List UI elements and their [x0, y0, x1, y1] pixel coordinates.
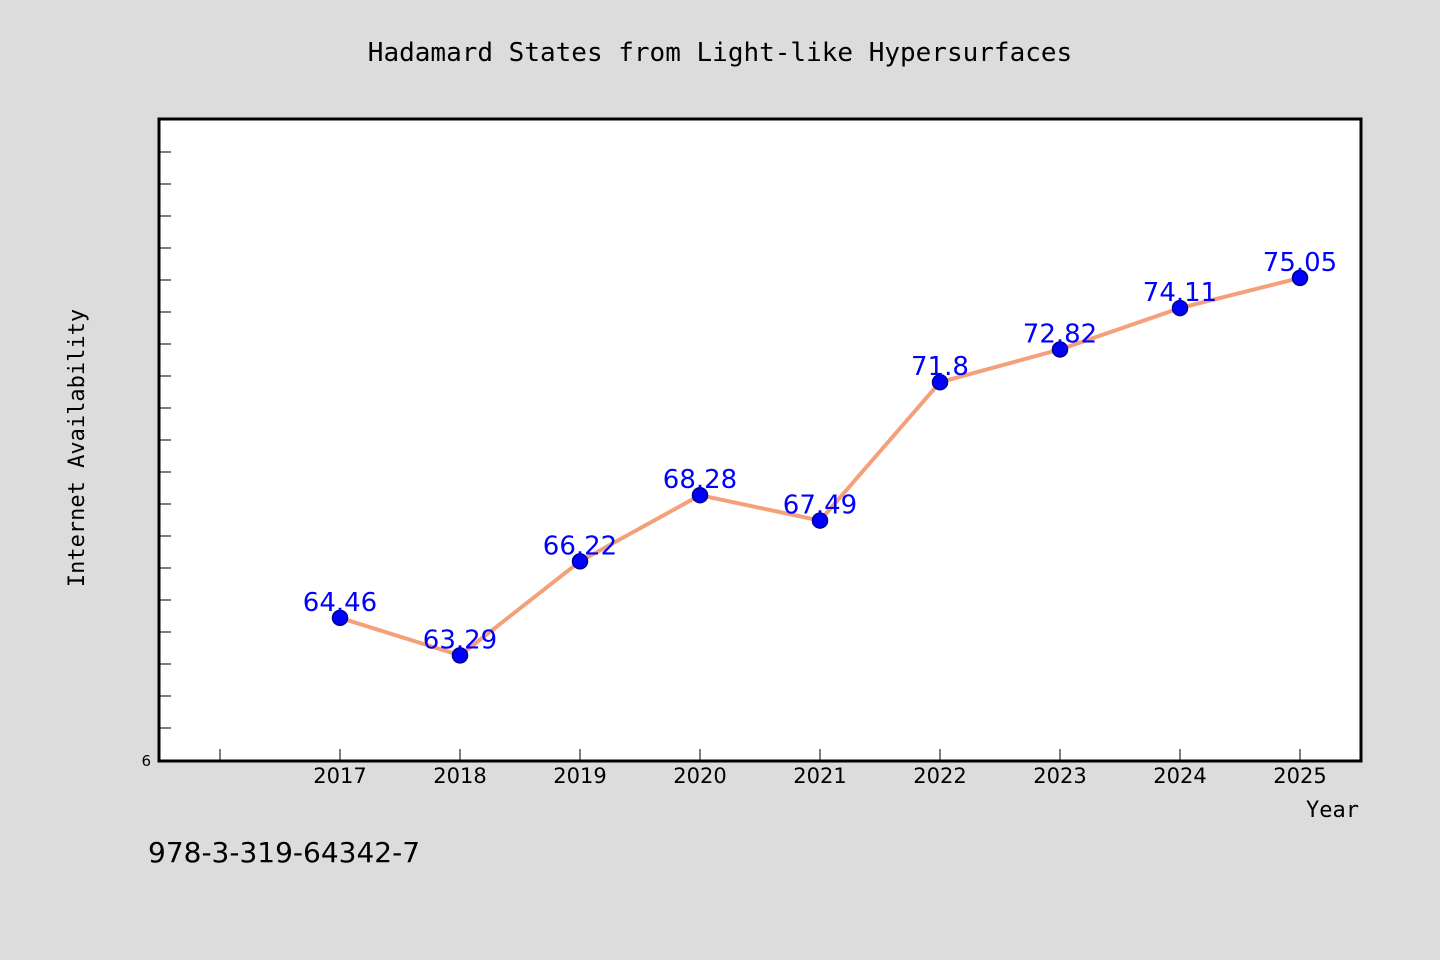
data-label: 72.82 [1023, 319, 1097, 349]
data-label: 75.05 [1263, 248, 1337, 278]
data-label: 67.49 [783, 491, 857, 521]
y-axis-ticks [159, 151, 171, 761]
x-tick-label: 2025 [1273, 764, 1326, 788]
data-labels-group: 64.46 63.29 66.22 68.28 67.49 71.8 72.82 74.11 7… [303, 248, 1337, 655]
data-label: 74.11 [1143, 278, 1217, 308]
x-tick-label: 2017 [313, 764, 366, 788]
data-label: 64.46 [303, 588, 377, 618]
series-markers-group [331, 269, 1309, 664]
x-axis-tick-labels: 2017 2018 2019 2020 2021 2022 2023 2024 2025 [313, 764, 1326, 788]
data-point-marker [451, 647, 469, 664]
data-point-marker [331, 609, 349, 627]
y-axis-label: Internet Availability [65, 309, 90, 587]
x-tick-label: 2018 [433, 764, 486, 788]
x-axis-label: Year [1306, 798, 1359, 823]
data-label: 66.22 [543, 531, 617, 561]
data-point-marker [691, 486, 709, 504]
x-axis-ticks [219, 749, 1301, 761]
y-tick-label: 6 [141, 752, 151, 770]
footer-text: 978-3-319-64342-7 [148, 836, 420, 869]
data-point-marker [1051, 341, 1069, 358]
data-label: 68.28 [663, 465, 737, 495]
data-label: 63.29 [423, 625, 497, 655]
x-tick-label: 2024 [1153, 764, 1206, 788]
x-tick-label: 2021 [793, 764, 846, 788]
data-point-marker [571, 553, 589, 570]
x-tick-label: 2023 [1033, 764, 1086, 788]
x-tick-label: 2022 [913, 764, 966, 788]
chart-title: Hadamard States from Light-like Hypersur… [368, 38, 1072, 68]
data-point-marker [1291, 269, 1309, 287]
data-point-marker [1171, 299, 1189, 317]
plot-area [157, 117, 1363, 763]
data-point-marker [811, 512, 829, 529]
data-point-marker [931, 373, 949, 391]
data-label: 71.8 [911, 352, 969, 382]
x-tick-label: 2019 [553, 764, 606, 788]
x-tick-label: 2020 [673, 764, 726, 788]
